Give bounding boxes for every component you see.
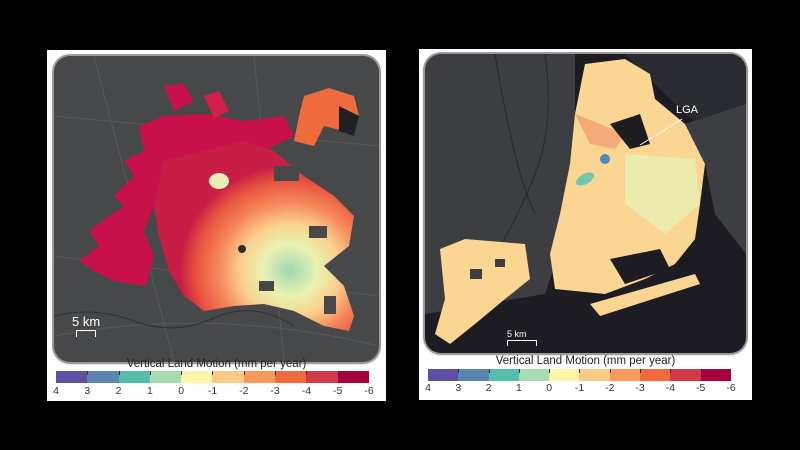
colorbar-tick-label: 0 [178,385,185,397]
map-panel-left: 5 km Vertical Land Motion (mm per year) … [47,50,386,401]
colorbar-swatch [640,369,671,381]
map-graphic [54,56,379,362]
colorbar-swatch [87,371,119,383]
colorbar-swatch [700,369,731,381]
scale-bar: 5 km [507,329,537,346]
colorbar-tick-label: 4 [425,382,431,394]
colorbar-swatch [275,371,307,383]
legend-title: Vertical Land Motion (mm per year) [495,355,676,367]
colorbar-tick-label: 2 [485,382,492,394]
colorbar-tick-label: 1 [515,382,522,394]
colorbar-swatch [181,371,213,383]
colorbar-ticks: 4 3 2 1 0 -1 -2 -3 -4 -5 -6 [425,382,736,394]
colorbar-swatch [579,369,610,381]
colorbar-swatch [458,369,489,381]
colorbar-tick-label: -4 [665,382,676,394]
colorbar-tick-label: 4 [53,385,59,397]
colorbar-swatch [56,371,88,383]
colorbar [428,369,731,381]
scale-bar-line [76,330,97,337]
scale-bar-label: 5 km [507,329,527,339]
land-motion-map-right: LGA 5 km [425,54,746,353]
colorbar-swatch [212,371,244,383]
lga-pointer-line [639,118,683,146]
colorbar-ticks: 4 3 2 1 0 -1 -2 -3 -4 -5 -6 [53,385,374,397]
colorbar-tick-label: -5 [696,382,706,394]
colorbar-tick-label: -3 [635,382,645,394]
colorbar-tick-label: -6 [364,385,374,397]
colorbar-swatch [118,371,150,383]
scale-bar-label: 5 km [72,314,101,329]
scale-bar-line [507,340,537,346]
colorbar-swatch [518,369,550,381]
colorbar-tick-label: -1 [574,382,585,394]
colorbar-tick-label: 3 [84,385,91,397]
scale-bar: 5 km [72,314,100,337]
colorbar-tick-label: 2 [115,385,122,397]
lga-label: LGA [676,104,699,116]
map-panel-right: LGA 5 km Vertical Land Motion (mm per ye… [419,49,752,400]
colorbar-tick-label: 3 [455,382,462,394]
colorbar-swatch [149,371,182,383]
colorbar-tick-label: -2 [605,382,615,394]
colorbar-tick-label: -6 [726,382,736,394]
colorbar-tick-label: 1 [146,385,153,397]
colorbar-swatch [243,371,276,383]
colorbar-tick-label: -2 [239,385,249,397]
colorbar [56,371,369,383]
colorbar-swatch [549,369,580,381]
colorbar-tick-label: -5 [333,385,343,397]
legend-title: Vertical Land Motion (mm per year) [126,358,307,370]
colorbar-swatch [428,369,459,381]
colorbar-tick-label: -3 [270,385,280,397]
colorbar-tick-label: -4 [301,385,312,397]
map-graphic [425,54,746,353]
colorbar-swatch [670,369,701,381]
colorbar-swatch [609,369,641,381]
colorbar-swatch [337,371,369,383]
colorbar-tick-label: 0 [546,382,553,394]
land-motion-map-left: 5 km [54,56,379,362]
colorbar-tick-label: -1 [207,385,218,397]
colorbar-swatch [306,371,338,383]
colorbar-swatch [488,369,519,381]
